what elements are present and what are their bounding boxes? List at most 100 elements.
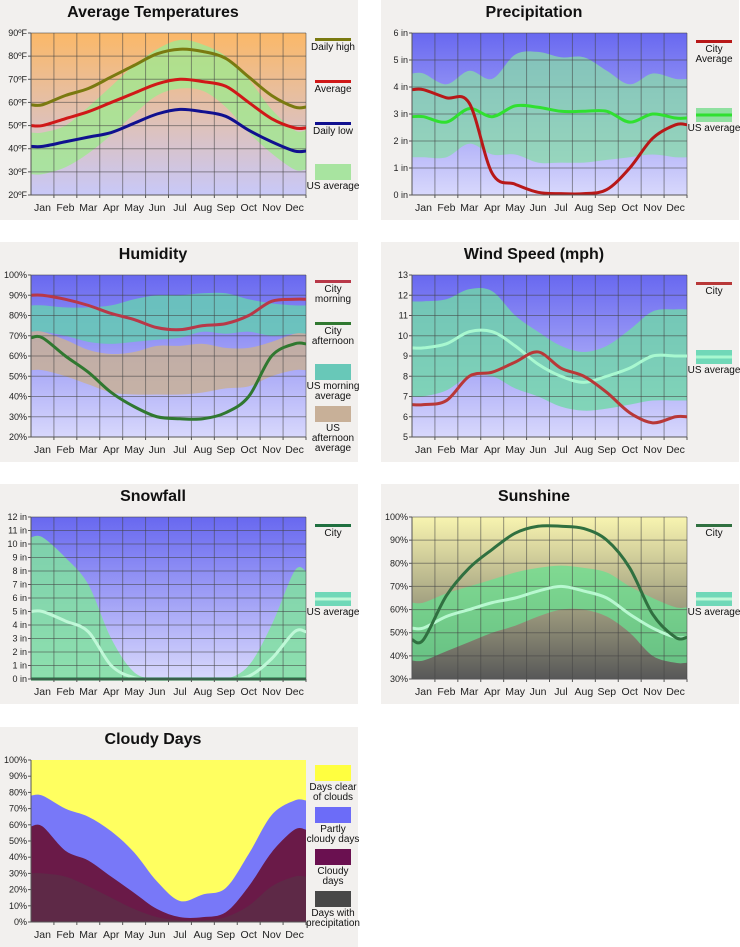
y-tick-label: 6 in: [393, 28, 408, 38]
legend-item: Daily low: [306, 122, 360, 137]
legend-item: City Average: [687, 40, 740, 65]
legend-item: City: [306, 524, 360, 539]
x-tick-label: Aug: [575, 444, 594, 456]
x-tick-label: Nov: [643, 686, 662, 698]
y-tick-label: 4 in: [12, 620, 27, 630]
x-tick-label: Sep: [597, 686, 616, 698]
series-line-1: [411, 87, 688, 196]
series-line-1: [30, 77, 307, 131]
x-tick-label: Sep: [597, 444, 616, 456]
x-tick-label: Apr: [103, 929, 120, 941]
chart-svg: 20% 30% 40% 50% 60% 70% 80% 90% 100% Jan Feb Mar Apr…: [4, 270, 307, 456]
y-tick-label: 7 in: [12, 580, 27, 590]
x-tick-label: Jan: [34, 686, 51, 698]
x-tick-label: Feb: [437, 202, 455, 214]
y-tick-label: 50%: [390, 628, 408, 638]
chart-cloudy-days: 0% 10% 20% 30% 40% 50% 60% 70% 80% 90% 100% Jan Feb M…: [0, 727, 360, 947]
chart-title: Humidity: [118, 246, 188, 263]
legend-item: US afternoon average: [306, 406, 360, 454]
x-tick-label: Mar: [79, 444, 98, 456]
legend-item: Average: [306, 80, 360, 95]
y-tick-label: 8: [403, 371, 408, 381]
x-tick-label: May: [124, 929, 145, 941]
x-tick-label: Nov: [643, 202, 662, 214]
y-tick-label: 3 in: [12, 634, 27, 644]
y-tick-label: 12: [398, 290, 408, 300]
y-tick-label: 80%: [390, 558, 408, 568]
legend-item: US average: [687, 108, 740, 134]
y-tick-label: 90%: [390, 535, 408, 545]
x-tick-label: Sep: [216, 929, 235, 941]
x-tick-label: Oct: [241, 686, 257, 698]
chart-svg: 30% 40% 50% 60% 70% 80% 90% 100% Jan Feb Mar Apr May…: [385, 512, 688, 698]
chart-title: Cloudy Days: [104, 731, 202, 748]
legend-item: City: [687, 282, 740, 297]
y-tick-label: 30%: [9, 868, 27, 878]
x-tick-label: May: [505, 444, 526, 456]
chart-snowfall: 0 in 1 in 2 in 3 in 4 in 5 in 6 in 7 in 8 in 9 in…: [0, 484, 360, 704]
legend-label: US morning average: [306, 381, 360, 402]
legend-label: Days with precipitation: [306, 908, 360, 929]
y-tick-label: 70%: [390, 581, 408, 591]
x-tick-label: Feb: [437, 686, 455, 698]
x-tick-label: Nov: [262, 686, 281, 698]
legend-item: City afternoon: [306, 322, 360, 347]
x-tick-label: Feb: [56, 202, 74, 214]
y-tick-label: 70ºF: [8, 74, 27, 84]
y-tick-label: 20ºF: [8, 190, 27, 200]
x-tick-label: Jul: [173, 686, 186, 698]
series-line-1: [411, 524, 688, 645]
chart-svg: 5 6 7 8 9 10 11 12 13 Jan Feb Mar Apr May Jun Jul Aug Sep…: [398, 270, 688, 456]
legend-item: City morning: [306, 280, 360, 305]
series-line-0: [411, 328, 687, 384]
series-line-0: [30, 293, 307, 332]
x-tick-label: Jun: [530, 202, 547, 214]
y-tick-label: 30%: [390, 674, 408, 684]
x-tick-label: Aug: [194, 686, 213, 698]
band-2: [31, 873, 306, 922]
y-tick-label: 40%: [9, 392, 27, 402]
x-tick-label: May: [124, 444, 145, 456]
y-tick-label: 1 in: [393, 163, 408, 173]
chart-precipitation: 0 in 1 in 2 in 3 in 4 in 5 in 6 in Jan Feb Mar Apr…: [381, 0, 740, 220]
x-tick-label: Sep: [597, 202, 616, 214]
series-line-0: [411, 584, 688, 640]
x-tick-label: Oct: [241, 444, 257, 456]
x-tick-label: Mar: [79, 686, 98, 698]
chart-sunshine: 30% 40% 50% 60% 70% 80% 90% 100% Jan Feb Mar Apr May…: [381, 484, 740, 704]
y-tick-label: 100%: [4, 755, 27, 765]
y-tick-label: 70%: [9, 331, 27, 341]
legend-label: Days clear of clouds: [309, 782, 357, 803]
legend-swatch: [315, 80, 351, 83]
x-tick-label: Dec: [285, 929, 304, 941]
x-tick-label: May: [505, 686, 526, 698]
x-tick-label: Nov: [262, 444, 281, 456]
x-tick-label: Apr: [484, 444, 501, 456]
x-tick-label: Apr: [484, 686, 501, 698]
x-tick-label: Jul: [554, 686, 567, 698]
y-tick-label: 60%: [9, 820, 27, 830]
x-tick-label: Dec: [666, 444, 685, 456]
y-tick-label: 40ºF: [8, 144, 27, 154]
chart-title: Precipitation: [485, 4, 583, 21]
chart-svg: 20ºF 30ºF 40ºF 50ºF 60ºF 70ºF 80ºF 90ºF Jan Feb Ma…: [8, 28, 307, 214]
x-tick-label: Dec: [285, 686, 304, 698]
y-tick-label: 1 in: [12, 661, 27, 671]
x-tick-label: Sep: [216, 202, 235, 214]
legend-item: US average: [306, 592, 360, 618]
legend-label: Daily high: [311, 42, 355, 53]
y-tick-label: 60%: [9, 351, 27, 361]
y-tick-label: 50%: [9, 836, 27, 846]
chart-title: Snowfall: [120, 488, 186, 505]
legend-label: Cloudy days: [317, 866, 349, 887]
chart-svg: 0% 10% 20% 30% 40% 50% 60% 70% 80% 90% 100% Jan Feb M…: [4, 755, 307, 941]
y-tick-label: 13: [398, 270, 408, 280]
x-tick-label: Jan: [34, 202, 51, 214]
legend-swatch: [696, 524, 732, 527]
x-tick-label: Jul: [554, 202, 567, 214]
legend-label: US average: [306, 181, 360, 192]
x-tick-label: Aug: [575, 686, 594, 698]
x-tick-label: Jan: [415, 444, 432, 456]
y-tick-label: 80%: [9, 311, 27, 321]
y-tick-label: 90%: [9, 290, 27, 300]
